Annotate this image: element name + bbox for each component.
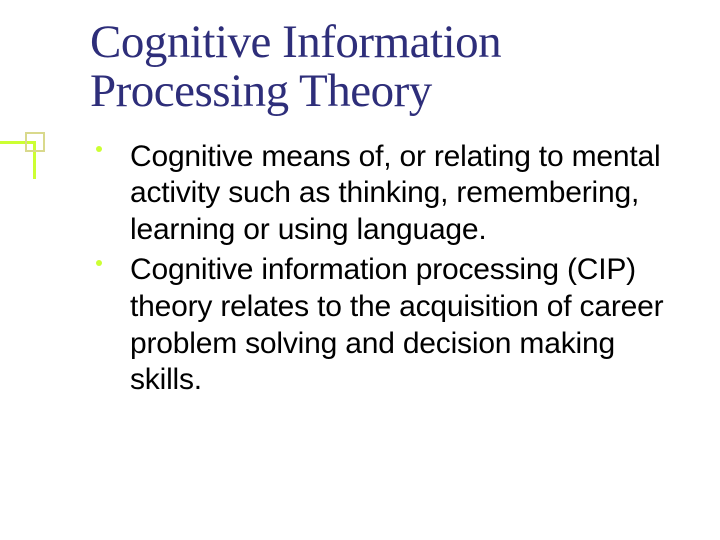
accent-square-icon [25, 132, 45, 152]
bullet-list: Cognitive means of, or relating to menta… [90, 139, 680, 399]
bullet-icon [96, 260, 102, 266]
list-item: Cognitive information processing (CIP) t… [130, 252, 680, 398]
slide-title: Cognitive Information Processing Theory [90, 18, 680, 117]
list-item-text: Cognitive means of, or relating to menta… [130, 140, 660, 246]
slide: Cognitive Information Processing Theory … [0, 0, 720, 540]
bullet-icon [96, 146, 102, 152]
list-item: Cognitive means of, or relating to menta… [130, 139, 680, 249]
list-item-text: Cognitive information processing (CIP) t… [130, 253, 663, 396]
